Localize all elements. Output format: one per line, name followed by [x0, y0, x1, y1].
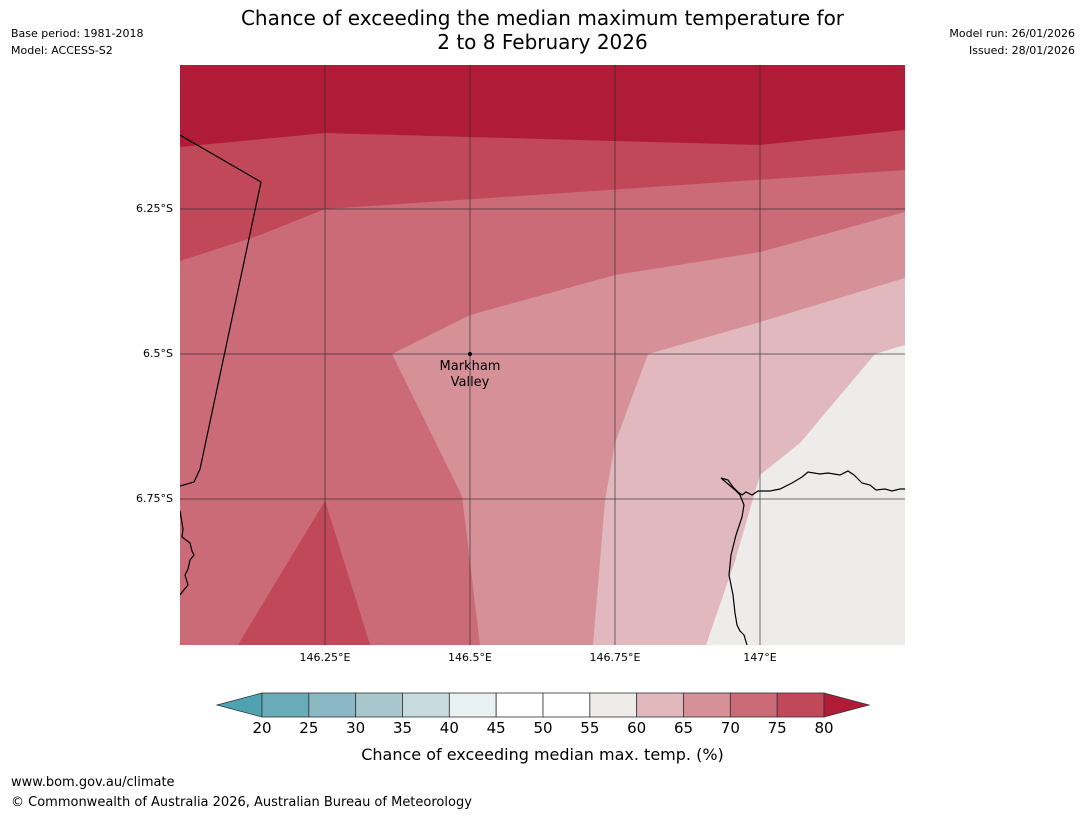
title-line-2: 2 to 8 February 2026: [437, 30, 648, 54]
colorbar-tick-label: 50: [533, 719, 553, 737]
lat-label-6-75: 6.75°S: [136, 492, 173, 505]
colorbar-segment: [261, 692, 310, 718]
band-50-55: [706, 345, 905, 645]
colorbar-segment: [355, 692, 403, 718]
colorbar-segment: [495, 692, 544, 718]
colorbar-tick-label: 65: [673, 719, 694, 737]
colorbar-high-arrow: [823, 692, 871, 718]
meta-left: Base period: 1981-2018 Model: ACCESS-S2: [11, 25, 143, 59]
lon-label-146-25: 146.25°E: [299, 651, 351, 664]
colorbar-tick-label: 35: [392, 719, 413, 737]
place-label: Markham Valley: [420, 359, 520, 391]
coastline-east: [720, 470, 905, 496]
colorbar-segment: [683, 692, 731, 718]
forecast-map[interactable]: [180, 65, 905, 645]
band-70-75-south: [238, 501, 370, 645]
colorbar: [215, 692, 871, 718]
place-name-line-1: Markham: [439, 359, 501, 374]
footer-url[interactable]: www.bom.gov.au/climate: [11, 775, 175, 790]
map-title: Chance of exceeding the median maximum t…: [180, 6, 905, 54]
lon-label-146-5: 146.5°E: [448, 651, 492, 664]
colorbar-tick-label: 45: [486, 719, 506, 737]
footer-copyright: © Commonwealth of Australia 2026, Austra…: [11, 795, 472, 810]
lon-label-147: 147°E: [743, 651, 777, 664]
colorbar-segment: [589, 692, 638, 718]
colorbar-tick-label: 30: [346, 719, 366, 737]
title-line-1: Chance of exceeding the median maximum t…: [240, 6, 845, 30]
coastline-southeast: [720, 477, 748, 645]
colorbar-tick-label: 20: [252, 719, 272, 737]
colorbar-tick-label: 60: [627, 719, 647, 737]
colorbar-tick-label: 55: [580, 719, 600, 737]
base-period: Base period: 1981-2018: [11, 27, 144, 40]
lat-label-6-25: 6.25°S: [136, 202, 173, 215]
colorbar-segment: [308, 692, 357, 718]
colorbar-tick-label: 80: [814, 719, 834, 737]
model-run: Model run: 26/01/2026: [949, 27, 1075, 40]
map-canvas: [180, 65, 905, 645]
coastline-west: [180, 510, 195, 596]
model-name: Model: ACCESS-S2: [11, 44, 113, 57]
colorbar-segment: [776, 692, 825, 718]
colorbar-segment: [542, 692, 591, 718]
place-name-line-2: Valley: [450, 375, 490, 390]
province-boundary: [180, 134, 262, 487]
colorbar-tick-label: 75: [767, 719, 787, 737]
meta-right: Model run: 26/01/2026 Issued: 28/01/2026: [949, 25, 1075, 59]
place-marker[interactable]: [468, 352, 472, 356]
colorbar-segment: [729, 692, 778, 718]
colorbar-tick-label: 40: [439, 719, 459, 737]
colorbar-segment: [636, 692, 684, 718]
colorbar-label: Chance of exceeding median max. temp. (%…: [361, 745, 724, 764]
colorbar-low-arrow: [215, 692, 263, 718]
lat-label-6-5: 6.5°S: [143, 347, 173, 360]
colorbar-tick-label: 25: [299, 719, 319, 737]
issued-date: Issued: 28/01/2026: [968, 44, 1075, 57]
colorbar-segment: [402, 692, 450, 718]
colorbar-segment: [448, 692, 497, 718]
colorbar-tick-label: 70: [720, 719, 740, 737]
lon-label-146-75: 146.75°E: [589, 651, 641, 664]
colorbar-segments: [261, 692, 825, 718]
